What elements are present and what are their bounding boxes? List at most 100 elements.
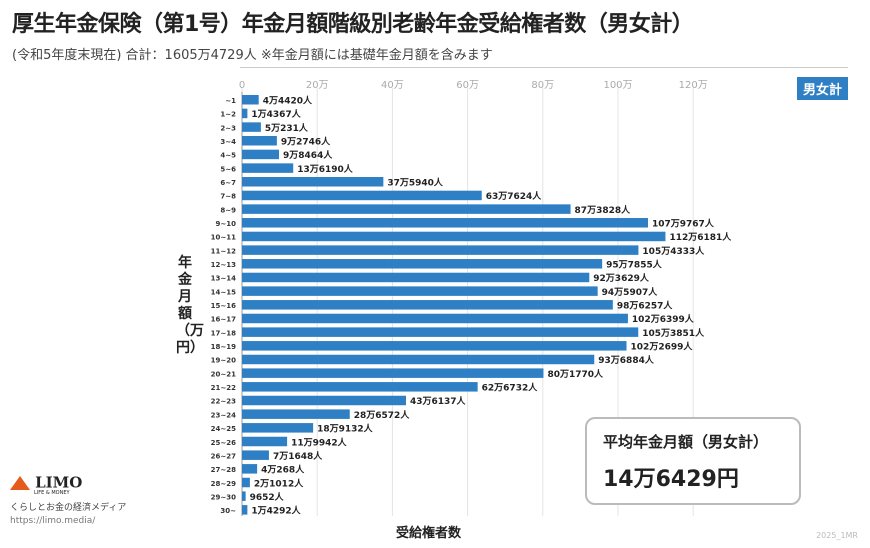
data-label: 102万2699人	[631, 341, 694, 353]
data-label: 102万6399人	[632, 313, 695, 325]
bar	[242, 231, 666, 242]
y-tick-label: 5~6	[220, 165, 236, 173]
bar	[242, 204, 571, 214]
y-tick-label: 25~26	[211, 439, 236, 447]
bar	[242, 464, 258, 474]
data-label: 63万7624人	[486, 190, 543, 202]
y-tick-label: 23~24	[211, 411, 236, 419]
tagline: くらしとお金の経済メディア	[10, 503, 127, 513]
y-tick-label: 19~20	[211, 357, 236, 365]
bar	[242, 491, 246, 501]
y-tick-label: 18~19	[211, 343, 236, 351]
y-tick-label: 2~3	[220, 124, 236, 132]
y-tick-label: 28~29	[211, 480, 236, 488]
y-axis-label: 年金月額（万円）	[176, 255, 204, 356]
bar	[242, 341, 627, 351]
y-tick-label: ~1	[225, 97, 236, 105]
y-tick-label: 8~9	[220, 206, 236, 214]
bar	[242, 136, 277, 146]
bar	[242, 177, 384, 187]
y-tick-label: 21~22	[211, 384, 236, 392]
y-tick-label: 30~	[220, 507, 236, 515]
data-label: 105万3851人	[642, 327, 705, 339]
bar	[242, 163, 294, 173]
gender-badge: 男女計	[796, 77, 848, 100]
x-axis-label: 受給権者数	[396, 526, 462, 541]
x-tick-label: 100万	[603, 80, 632, 91]
y-tick-label: 1~2	[220, 111, 236, 119]
y-tick-label: 17~18	[211, 329, 236, 337]
logo-text: LIMO	[35, 473, 83, 492]
y-tick-label: 26~27	[211, 452, 236, 460]
data-label: 4万4420人	[263, 95, 313, 107]
data-label: 43万6137人	[410, 395, 467, 407]
bar	[242, 382, 478, 392]
bar	[242, 122, 261, 132]
y-tick-label: 14~15	[211, 288, 236, 296]
y-tick-label: 20~21	[211, 370, 236, 378]
y-tick-label: 27~28	[211, 466, 236, 474]
data-label: 105万4333人	[642, 245, 705, 257]
data-label: 112万6181人	[669, 231, 732, 243]
limo-logo: LIMO LIFE & MONEY	[10, 472, 83, 496]
bar	[242, 436, 288, 447]
bar	[242, 313, 628, 324]
y-tick-label: 3~4	[220, 138, 236, 146]
data-label: 18万9132人	[317, 423, 374, 435]
average-label: 平均年金月額（男女計）	[603, 433, 769, 451]
bar	[242, 300, 613, 310]
logo-sub: LIFE & MONEY	[34, 490, 70, 496]
x-tick-label: 0	[239, 80, 245, 91]
x-tick-label: 80万	[531, 80, 554, 91]
bar	[242, 505, 248, 515]
y-tick-label: 10~11	[211, 234, 236, 242]
average-box: 平均年金月額（男女計） 14万6429円	[585, 417, 801, 505]
bar	[242, 354, 595, 365]
watermark: 2025_1MR	[816, 531, 858, 540]
data-label: 87万3828人	[575, 204, 632, 216]
bar	[242, 450, 269, 460]
y-tick-label: 22~23	[211, 398, 236, 406]
data-label: 7万1648人	[273, 450, 323, 462]
data-label: 93万6884人	[598, 354, 655, 366]
average-value: 14万6429円	[603, 467, 739, 492]
bar	[242, 272, 590, 283]
data-label: 9万2746人	[281, 136, 331, 148]
data-label: 9万8464人	[283, 149, 333, 161]
y-tick-label: 11~12	[211, 247, 236, 255]
data-label: 1万4367人	[251, 108, 301, 120]
y-tick-label: 24~25	[211, 425, 236, 433]
bar	[242, 190, 482, 201]
y-tick-label: 16~17	[211, 316, 236, 324]
data-label: 62万6732人	[482, 382, 539, 394]
bar	[242, 368, 544, 378]
bar	[242, 259, 603, 269]
x-tick-label: 40万	[381, 80, 404, 91]
bar	[242, 423, 314, 433]
x-tick-label: 120万	[679, 80, 708, 91]
x-tick-label: 20万	[306, 80, 329, 91]
y-tick-label: 15~16	[211, 302, 236, 310]
y-tick-label: 6~7	[220, 179, 236, 187]
bar	[242, 286, 598, 296]
data-label: 98万6257人	[617, 300, 674, 312]
y-tick-label: 12~13	[211, 261, 236, 269]
x-tick-label: 60万	[456, 80, 479, 91]
divider	[240, 67, 848, 68]
data-label: 37万5940人	[387, 177, 444, 189]
data-label: 92万3629人	[593, 272, 650, 284]
data-label: 5万231人	[265, 122, 309, 134]
fox-icon	[10, 475, 30, 490]
bar	[242, 108, 248, 119]
bar	[242, 327, 639, 337]
data-label: 2万1012人	[254, 477, 304, 489]
data-label: 1万4292人	[251, 505, 301, 517]
bar	[242, 477, 250, 488]
bar	[242, 95, 259, 105]
subtitle: (令和5年度末現在) 合計：1605万4729人 ※年金月額には基礎年金月額を含…	[12, 48, 493, 63]
bar	[242, 245, 639, 255]
bar	[242, 218, 648, 228]
y-tick-label: 7~8	[220, 193, 236, 201]
y-tick-label: 9~10	[216, 220, 237, 228]
